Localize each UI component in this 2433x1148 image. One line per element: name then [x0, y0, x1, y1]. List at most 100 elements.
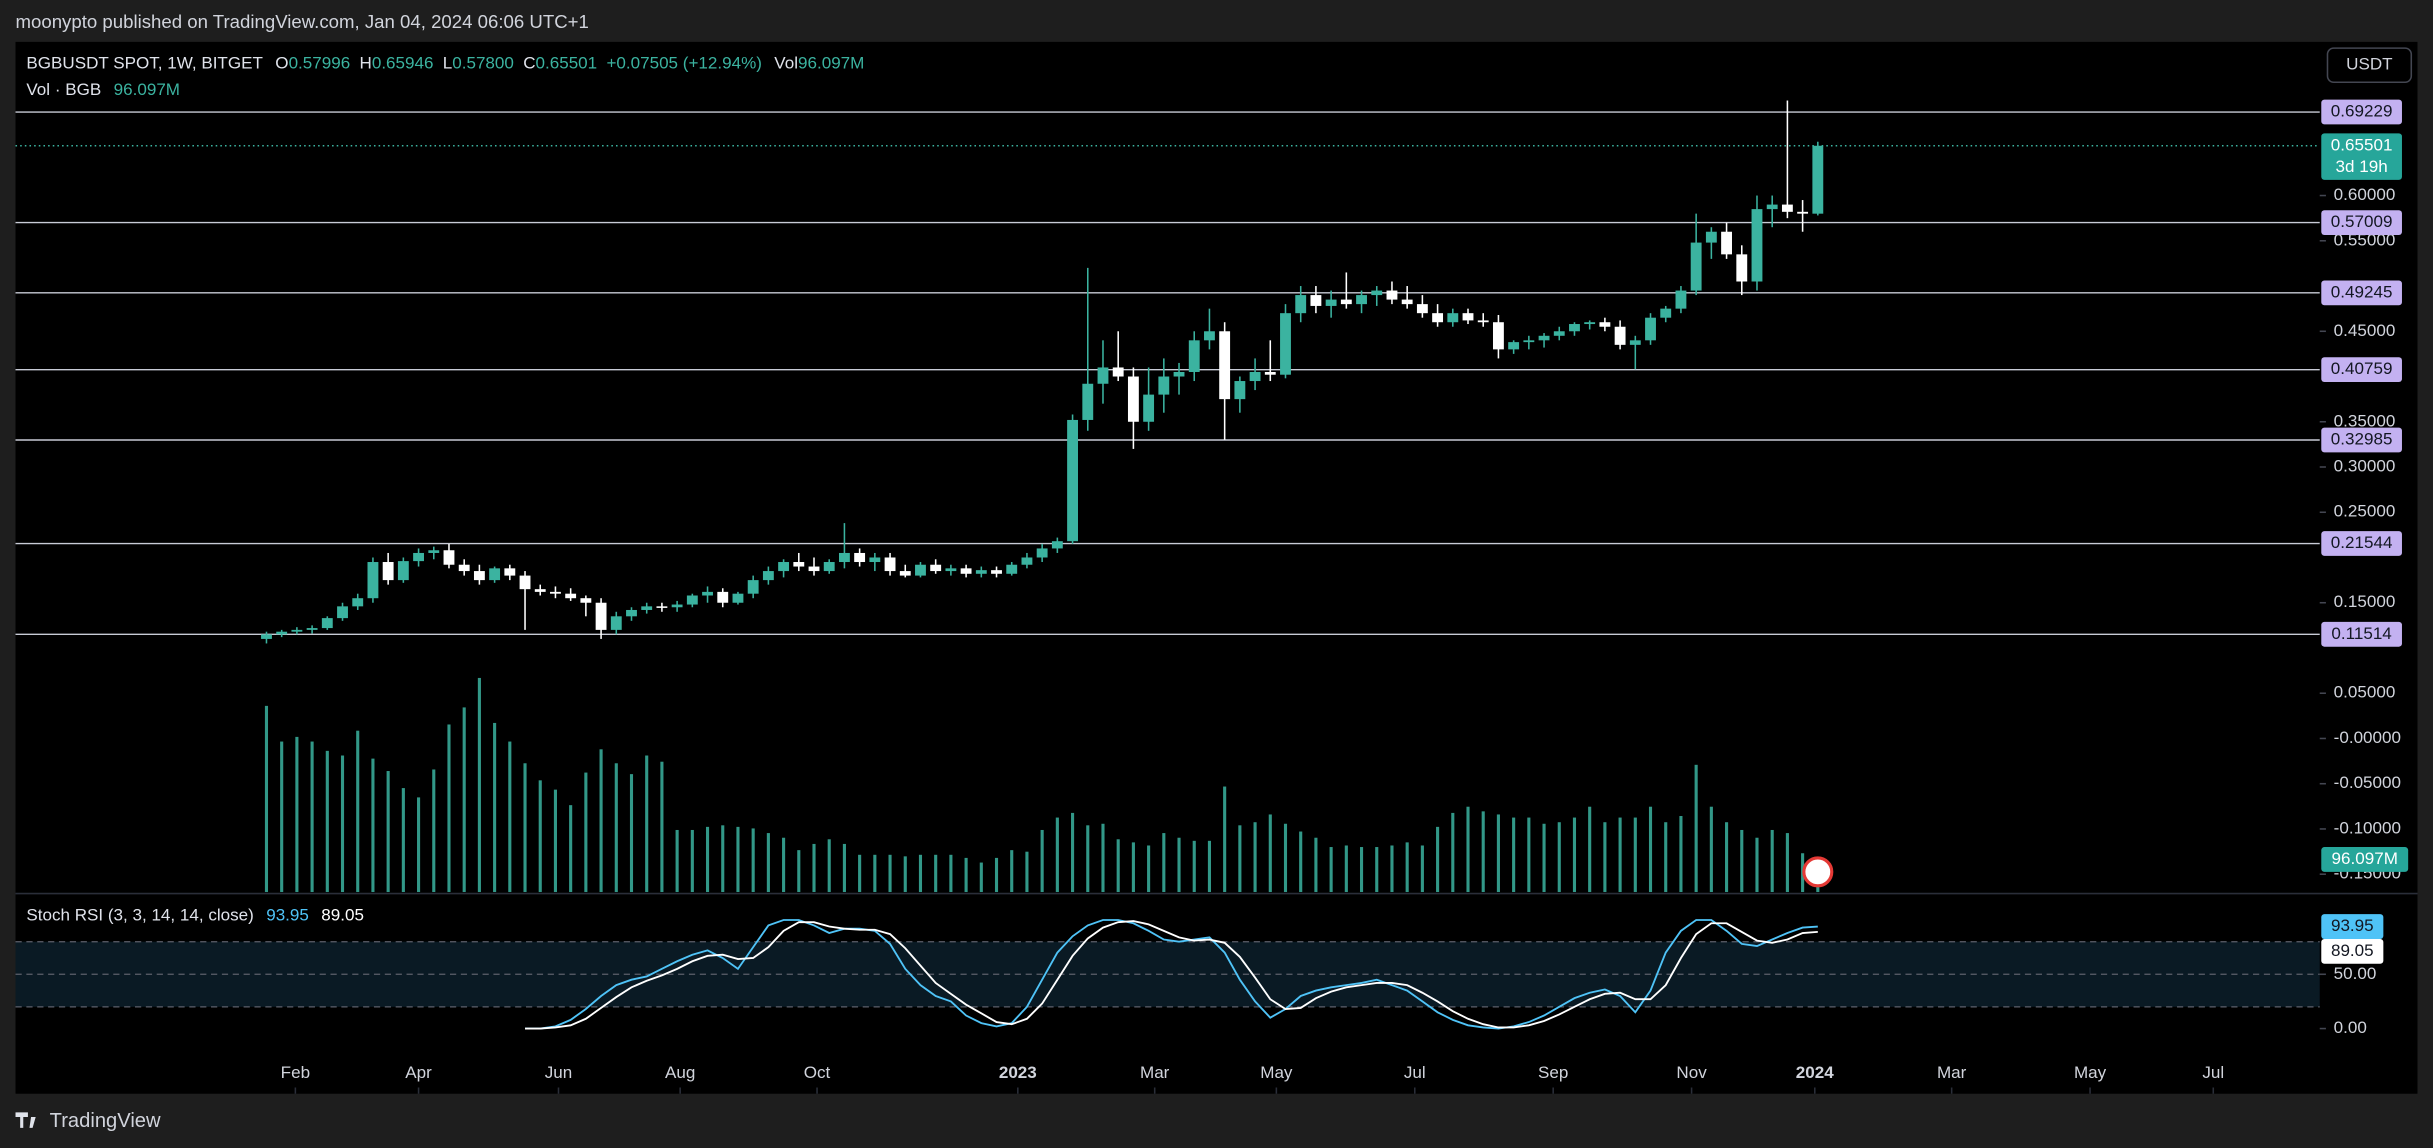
- x-tick-label: Mar: [1140, 1063, 1170, 1082]
- candle-body: [1112, 367, 1124, 377]
- volume-bar: [1314, 837, 1318, 893]
- volume-bar: [462, 707, 466, 893]
- x-tick-label: Aug: [665, 1063, 695, 1082]
- currency-button-label[interactable]: USDT: [2346, 55, 2393, 74]
- candle-body: [778, 562, 790, 572]
- volume-bar: [1101, 823, 1105, 893]
- x-tick-label: Mar: [1937, 1063, 1967, 1082]
- candle-body: [1736, 254, 1748, 282]
- symbol: BGBUSDT SPOT, 1W, BITGET: [26, 53, 263, 72]
- volume-bar: [751, 828, 755, 893]
- ohlc-value: 0.57800: [452, 53, 514, 72]
- candle-body: [1416, 304, 1428, 314]
- x-tick-label: Oct: [804, 1063, 831, 1082]
- candle-body: [1812, 145, 1824, 214]
- volume-bar: [1572, 817, 1577, 893]
- candle-body: [352, 598, 364, 607]
- candle-body: [793, 562, 805, 567]
- volume-bar: [979, 862, 983, 893]
- x-tick-label: Apr: [405, 1063, 432, 1082]
- currency-button[interactable]: [2326, 47, 2413, 83]
- x-tick-label: Jul: [2202, 1063, 2224, 1082]
- level-label: 0.69229: [2331, 102, 2393, 121]
- candle-body: [960, 568, 972, 574]
- ohlc-label: L: [443, 53, 452, 72]
- volume-bar: [295, 736, 299, 893]
- candle-body: [1295, 295, 1307, 314]
- candle-body: [306, 628, 318, 630]
- candle-body: [945, 568, 957, 572]
- volume-bar: [934, 854, 938, 893]
- volume-bar: [1542, 823, 1546, 893]
- candle-body: [975, 570, 987, 574]
- countdown-label: 3d 19h: [2336, 157, 2388, 176]
- candle-body: [1492, 322, 1504, 350]
- candle-body: [1523, 340, 1535, 343]
- candle-body: [1097, 367, 1109, 384]
- candle-body: [1751, 209, 1763, 282]
- ohlc-value: 0.57996: [289, 53, 351, 72]
- ohlc-value: 0.65501: [536, 53, 598, 72]
- volume-bar: [918, 854, 923, 893]
- level-label: 0.57009: [2331, 212, 2393, 231]
- chart-area: [15, 41, 2418, 1094]
- stoch-d-label: 89.05: [2331, 941, 2374, 960]
- volume-value: 96.097M: [114, 79, 180, 98]
- candle-body: [1645, 317, 1656, 341]
- candle-body: [489, 568, 501, 581]
- level-label: 0.11514: [2331, 624, 2391, 643]
- candle-body: [1082, 383, 1094, 420]
- volume-bar: [280, 741, 284, 893]
- level-label: 0.40759: [2331, 359, 2393, 378]
- volume-bar: [417, 797, 421, 893]
- candle-body: [1021, 557, 1033, 565]
- volume-bar: [1466, 806, 1470, 893]
- ohlc-label: O: [275, 53, 288, 72]
- volume-bar: [1770, 829, 1774, 893]
- level-label-box: [2321, 531, 2402, 556]
- volume-bar: [1557, 822, 1561, 893]
- ohlc-label: H: [360, 53, 372, 72]
- x-tick-label: Jun: [545, 1063, 573, 1082]
- candle-body: [1158, 376, 1170, 395]
- candle-body: [854, 552, 866, 563]
- volume-bar: [903, 856, 907, 893]
- candle-body: [930, 564, 942, 572]
- volume-bar: [1299, 831, 1303, 893]
- candle-body: [1447, 313, 1459, 323]
- candle-body: [1599, 322, 1611, 327]
- volume-bar: [1755, 837, 1759, 893]
- candle-body: [1569, 324, 1580, 332]
- level-label-box: [2321, 280, 2402, 306]
- volume-bar: [1147, 845, 1151, 893]
- volume-bar: [599, 749, 603, 893]
- level-label-box: [2321, 621, 2402, 647]
- logo-text: TradingView: [50, 1110, 161, 1132]
- volume-bar: [493, 722, 497, 893]
- volume-bar: [782, 837, 786, 893]
- volume-bar: [325, 750, 329, 893]
- stoch-d-value: 89.05: [321, 905, 364, 924]
- volume-bar: [1481, 811, 1485, 893]
- volume-bar: [705, 826, 710, 893]
- candle-body: [428, 550, 440, 553]
- volume-bar: [1071, 812, 1075, 893]
- volume-bar: [1238, 825, 1242, 893]
- y-tick-label: -0.05000: [2334, 773, 2401, 792]
- volume-bar: [1359, 847, 1364, 893]
- volume-bar: [645, 755, 649, 893]
- candle-body: [686, 595, 698, 605]
- volume-bar: [1055, 817, 1059, 893]
- published-line: moonypto published on TradingView.com, J…: [16, 11, 589, 32]
- last-price-label: 0.65501: [2331, 135, 2393, 154]
- volume-bar: [1040, 829, 1044, 893]
- candle-body: [565, 593, 577, 599]
- volume-bar: [994, 857, 999, 893]
- stoch-y-tick-label: 50.00: [2334, 964, 2377, 983]
- volume-bar: [1618, 817, 1622, 893]
- event-flag: [1802, 856, 1834, 888]
- volume-bar: [1375, 847, 1379, 893]
- volume-bar: [1207, 840, 1212, 893]
- volume-bar: [1588, 806, 1592, 893]
